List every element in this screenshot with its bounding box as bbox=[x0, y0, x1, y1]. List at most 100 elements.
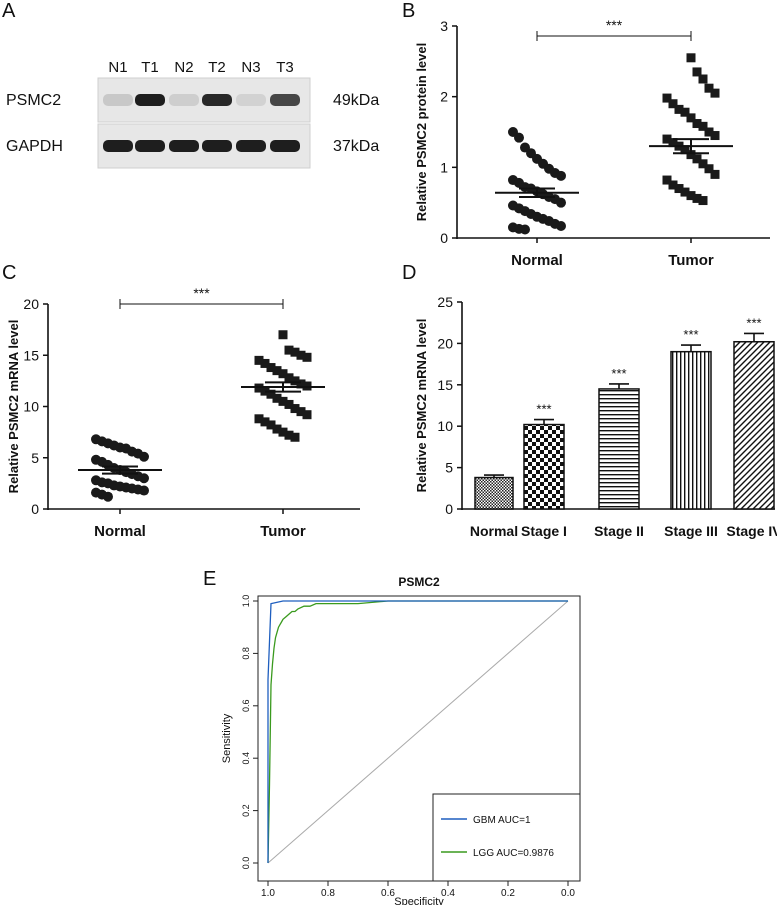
data-point bbox=[680, 145, 690, 155]
blot-lane-label: T1 bbox=[141, 59, 159, 76]
panel-label-e: E bbox=[203, 568, 217, 590]
blot-band bbox=[236, 94, 266, 106]
data-point bbox=[674, 184, 684, 194]
data-point bbox=[266, 389, 276, 399]
x-tick-label: 0.0 bbox=[561, 888, 575, 899]
data-point bbox=[278, 427, 288, 437]
blot-size-label: 49kDa bbox=[333, 92, 379, 109]
x-tick-label: Tumor bbox=[260, 523, 306, 540]
x-tick-label: 0.4 bbox=[441, 888, 455, 899]
y-tick-label: 0.0 bbox=[241, 857, 251, 870]
y-tick-label: 25 bbox=[437, 294, 453, 310]
y-axis-label: Relative PSMC2 mRNA level bbox=[6, 320, 21, 494]
data-point bbox=[272, 424, 282, 434]
blot-lane-label: N2 bbox=[174, 59, 193, 76]
data-point bbox=[272, 366, 282, 376]
x-axis-label: Specificity bbox=[394, 896, 444, 905]
blot-lane-labels: N1 T1 N2 T2 N3 T3 bbox=[108, 59, 293, 76]
x-tick-label: Tumor bbox=[668, 252, 714, 265]
blot-band bbox=[202, 140, 232, 152]
blot-band bbox=[169, 94, 199, 106]
significance-label: *** bbox=[193, 285, 210, 301]
data-point bbox=[302, 352, 312, 362]
blot-lane-label: T2 bbox=[208, 59, 226, 76]
data-point bbox=[668, 99, 678, 109]
data-point bbox=[520, 224, 530, 235]
data-point bbox=[266, 363, 276, 373]
data-point bbox=[278, 396, 288, 406]
y-axis-label: Relative PSMC2 mRNA level bbox=[414, 319, 429, 493]
data-point bbox=[704, 83, 714, 93]
blot-band bbox=[103, 94, 133, 106]
data-point bbox=[139, 473, 149, 484]
data-point bbox=[556, 220, 566, 231]
data-point bbox=[698, 196, 708, 206]
blot-size-label: 37kDa bbox=[333, 138, 379, 155]
western-blot: N1 T1 N2 T2 N3 T3 PSMC2 49kDa GAPDH 37kDa bbox=[6, 59, 379, 169]
x-tick-label: Stage III bbox=[664, 523, 718, 539]
bar bbox=[670, 350, 712, 510]
data-point bbox=[302, 410, 312, 420]
chart-d-stage-bars: 0 5 10 15 20 25 Relative PSMC2 mRNA level Norma… bbox=[414, 294, 777, 539]
x-tick-label: 0.2 bbox=[501, 888, 515, 899]
data-point bbox=[692, 67, 702, 77]
data-point bbox=[302, 381, 312, 391]
y-tick-label: 0.2 bbox=[241, 804, 251, 817]
panel-label-b: B bbox=[402, 0, 416, 22]
data-point bbox=[680, 187, 690, 197]
data-point bbox=[514, 132, 524, 143]
y-tick-label: 0.4 bbox=[241, 752, 251, 765]
blot-band bbox=[236, 140, 266, 152]
data-point bbox=[692, 193, 702, 203]
data-point bbox=[290, 432, 300, 442]
y-tick-label: 15 bbox=[437, 377, 453, 393]
reference-diagonal bbox=[267, 600, 569, 864]
plot-frame bbox=[257, 595, 581, 882]
blot-lane-label: N3 bbox=[241, 59, 260, 76]
x-tick-label: Stage II bbox=[594, 523, 644, 539]
blot-band bbox=[270, 94, 300, 106]
data-point bbox=[674, 104, 684, 114]
y-tick-label: 15 bbox=[23, 347, 39, 363]
data-point bbox=[296, 379, 306, 389]
data-point bbox=[698, 159, 708, 169]
y-tick-label: 20 bbox=[437, 335, 453, 351]
blot-band bbox=[103, 140, 133, 152]
panel-label-d: D bbox=[402, 262, 417, 284]
data-point bbox=[284, 430, 294, 440]
data-point bbox=[266, 420, 276, 430]
legend-label: LGG AUC=0.9876 bbox=[473, 848, 554, 859]
data-point bbox=[692, 119, 702, 129]
data-point bbox=[284, 373, 294, 383]
blot-lane-label: T3 bbox=[276, 59, 294, 76]
data-point bbox=[272, 393, 282, 403]
data-point bbox=[278, 369, 288, 379]
data-point bbox=[254, 383, 264, 393]
data-point bbox=[296, 350, 306, 360]
data-point bbox=[698, 121, 708, 131]
data-point bbox=[668, 180, 678, 190]
data-point bbox=[556, 197, 566, 208]
y-tick-label: 0 bbox=[445, 501, 453, 517]
data-point bbox=[686, 113, 696, 123]
data-point bbox=[686, 150, 696, 160]
y-tick-label: 10 bbox=[437, 418, 453, 434]
blot-band bbox=[169, 140, 199, 152]
y-axis-label: Relative PSMC2 protein level bbox=[414, 43, 429, 221]
blot-band bbox=[135, 94, 165, 106]
y-tick-label: 3 bbox=[440, 18, 448, 34]
data-point bbox=[668, 138, 678, 148]
blot-band bbox=[202, 94, 232, 106]
y-tick-label: 0.8 bbox=[241, 647, 251, 660]
y-tick-label: 1 bbox=[440, 159, 448, 175]
data-point bbox=[692, 154, 702, 164]
x-tick-label: Stage I bbox=[521, 523, 567, 539]
data-point bbox=[254, 414, 264, 424]
y-tick-label: 5 bbox=[31, 450, 39, 466]
bar-annotation: *** bbox=[611, 366, 626, 381]
data-point bbox=[284, 399, 294, 409]
bar bbox=[523, 423, 565, 510]
significance-label: *** bbox=[606, 17, 623, 33]
data-point bbox=[710, 169, 720, 179]
